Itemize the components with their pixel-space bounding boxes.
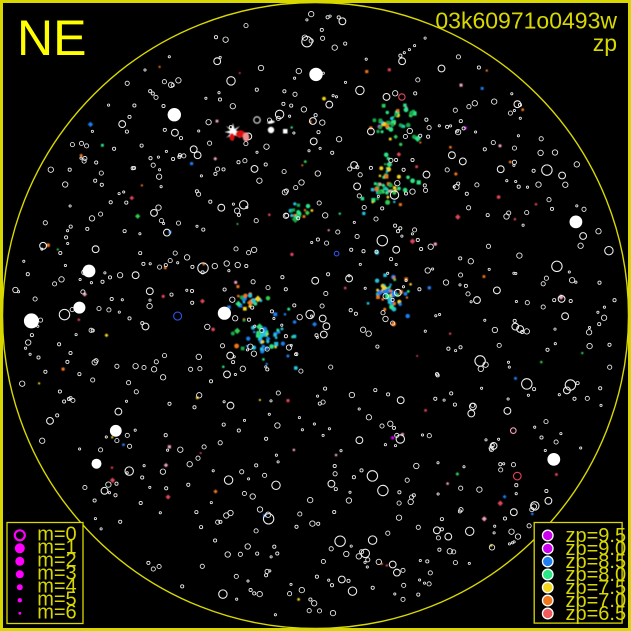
svg-text:zp: zp	[593, 30, 617, 56]
svg-text:m=6: m=6	[37, 602, 76, 624]
svg-text:zp=6.5: zp=6.5	[566, 603, 627, 625]
svg-text:03k60971o0493w: 03k60971o0493w	[435, 8, 617, 34]
svg-text:NE: NE	[17, 10, 86, 66]
